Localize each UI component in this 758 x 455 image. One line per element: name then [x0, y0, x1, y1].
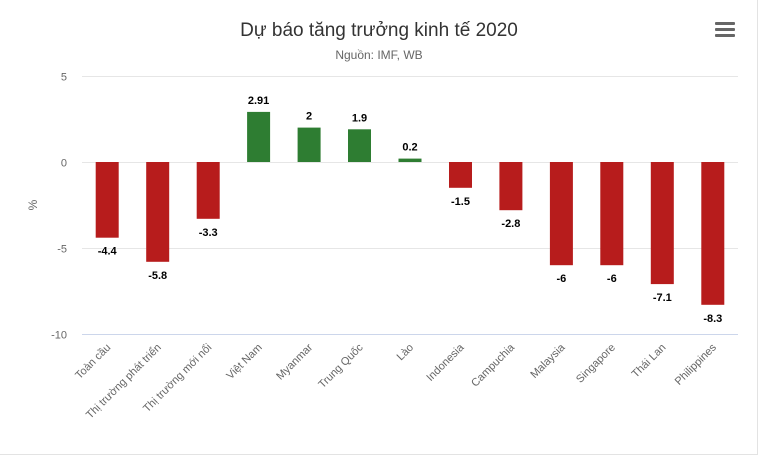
data-label: -8.3	[703, 313, 722, 325]
data-label: -5.8	[148, 270, 167, 282]
bar	[600, 162, 624, 266]
x-tick-label: Indonesia	[424, 341, 467, 384]
data-label: 1.9	[352, 112, 367, 124]
bar	[701, 162, 725, 305]
data-label: -3.3	[199, 227, 218, 239]
data-label: -7.1	[653, 292, 672, 304]
bar	[348, 129, 371, 162]
x-tick-label: Campuchia	[469, 341, 517, 389]
x-tick-label: Myanmar	[274, 341, 315, 382]
chart-subtitle: Nguồn: IMF, WB	[335, 48, 422, 62]
y-tick-label: -10	[51, 330, 67, 342]
bar	[398, 158, 422, 162]
bar	[449, 162, 472, 188]
data-label: -2.8	[501, 218, 520, 230]
x-tick-label: Singapore	[574, 342, 618, 386]
y-axis-ticks: 5 0 -5 -10	[51, 72, 67, 342]
data-label: -6	[607, 273, 617, 285]
x-tick-label: Thái Lan	[630, 342, 669, 381]
hamburger-menu-icon[interactable]	[713, 22, 737, 42]
x-tick-label: Việt Nam	[224, 342, 264, 382]
y-tick-label: 0	[61, 158, 67, 170]
data-label: 2	[306, 111, 312, 123]
data-label: 2.91	[248, 95, 269, 107]
data-labels: -4.4 -5.8 -3.3 2.91 2 1.9 0.2 -1.5 -2.8 -6 -6 -7.1 -…	[97, 94, 724, 326]
bar	[549, 162, 573, 266]
bar	[95, 162, 119, 238]
x-tick-label: Lào	[395, 342, 416, 363]
x-tick-label: Philippines	[673, 341, 719, 387]
y-tick-label: 5	[61, 72, 67, 84]
bar	[297, 127, 321, 162]
chart-title: Dự báo tăng trưởng kinh tế 2020	[240, 20, 518, 41]
data-label: -1.5	[451, 196, 470, 208]
x-tick-label: Malaysia	[528, 341, 568, 381]
x-tick-label: Trung Quốc	[316, 341, 366, 391]
bar	[499, 162, 523, 211]
bar	[650, 162, 674, 285]
data-label: 0.2	[402, 142, 417, 154]
y-axis-title: %	[26, 199, 40, 210]
bar	[247, 111, 271, 162]
y-tick-label: -5	[57, 244, 67, 256]
bar	[196, 162, 220, 219]
gridlines	[82, 76, 738, 335]
bars	[95, 111, 725, 305]
data-label: -4.4	[98, 246, 118, 258]
data-label: -6	[557, 273, 567, 285]
bar	[146, 162, 170, 262]
x-tick-label: Toàn cầu	[73, 342, 113, 382]
